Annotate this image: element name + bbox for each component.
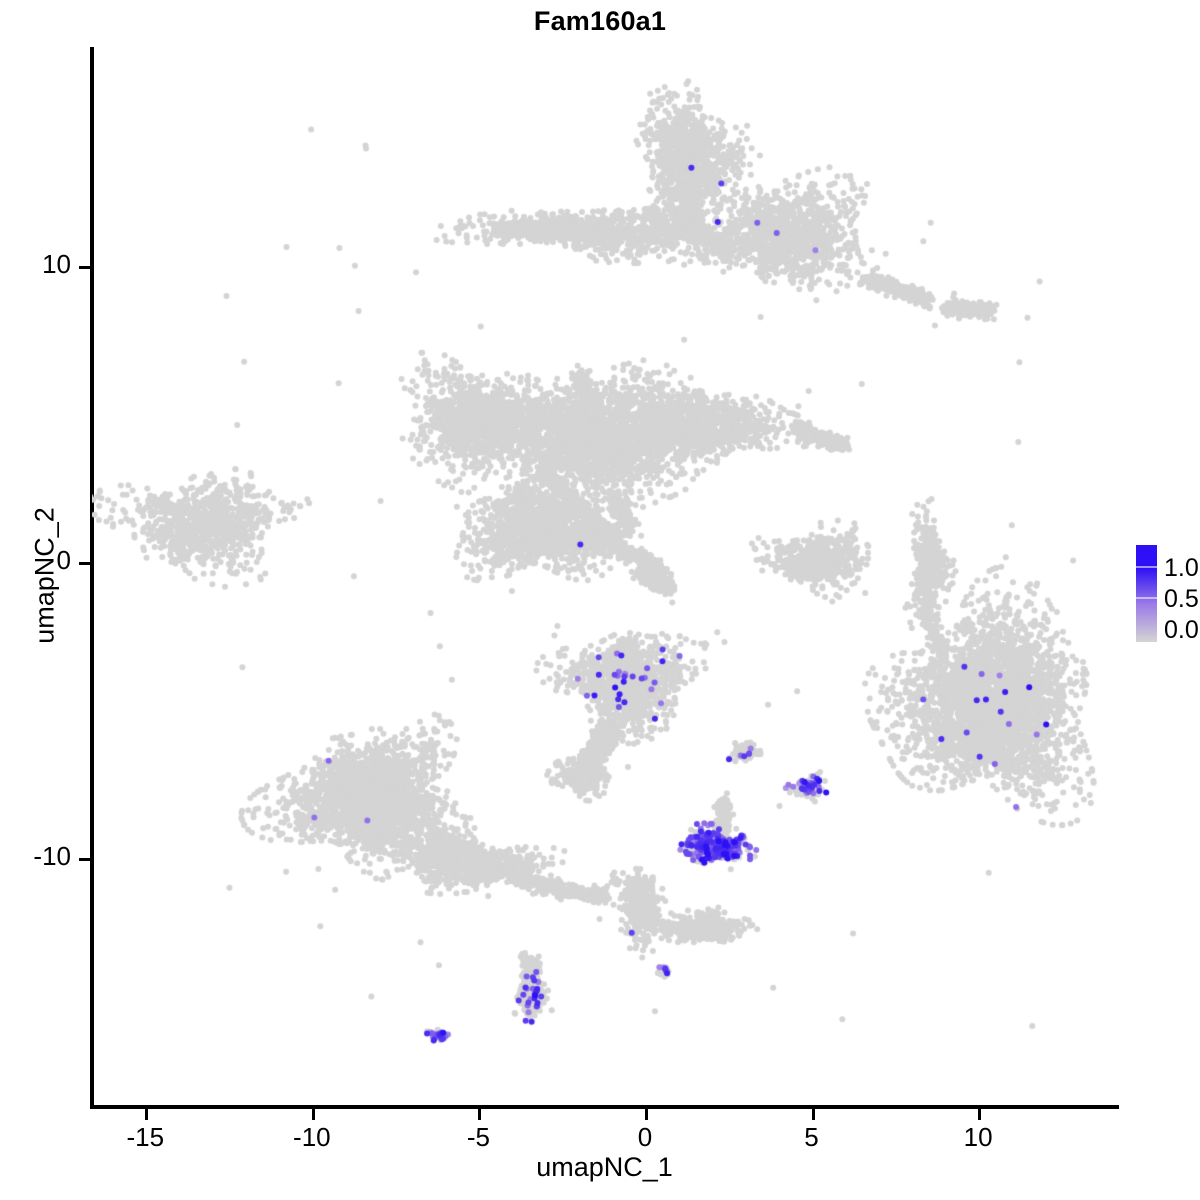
- legend-label-0.5: 0.5: [1164, 585, 1199, 613]
- y-tick-label: 10: [42, 249, 71, 280]
- x-tick-label: -10: [293, 1122, 331, 1152]
- scatter-canvas: [92, 47, 1118, 1107]
- x-tick-label: -5: [466, 1122, 490, 1152]
- x-axis-title: umapNC_1: [536, 1152, 673, 1182]
- colorbar-tick-0.5: [1136, 597, 1157, 599]
- x-tick-label: 10: [963, 1122, 993, 1152]
- y-tick-label: -10: [33, 841, 71, 872]
- x-tick-label: -15: [126, 1122, 165, 1152]
- legend-label-1: 1.0: [1164, 554, 1199, 582]
- x-tick: [978, 1109, 982, 1120]
- x-axis-line: [90, 1105, 1119, 1109]
- y-tick: [79, 858, 90, 862]
- x-tick-label: 0: [637, 1122, 653, 1152]
- x-tick: [811, 1109, 815, 1120]
- y-tick: [79, 266, 90, 270]
- y-axis-title: umapNC_2: [29, 507, 60, 644]
- page-title: Fam160a1: [533, 6, 667, 36]
- x-tick: [311, 1109, 315, 1120]
- x-tick: [145, 1109, 149, 1120]
- legend-label-0: 0.0: [1164, 616, 1199, 644]
- y-tick-label: 0: [56, 545, 71, 576]
- colorbar-gradient: [1136, 545, 1157, 642]
- x-tick: [478, 1109, 482, 1120]
- plot-panel: [92, 47, 1118, 1107]
- x-tick-label: 5: [804, 1122, 819, 1152]
- color-legend: 1.0 0.5 0.0: [1130, 535, 1200, 655]
- x-tick: [644, 1109, 648, 1120]
- y-tick: [79, 562, 90, 566]
- colorbar-tick-1: [1136, 566, 1157, 568]
